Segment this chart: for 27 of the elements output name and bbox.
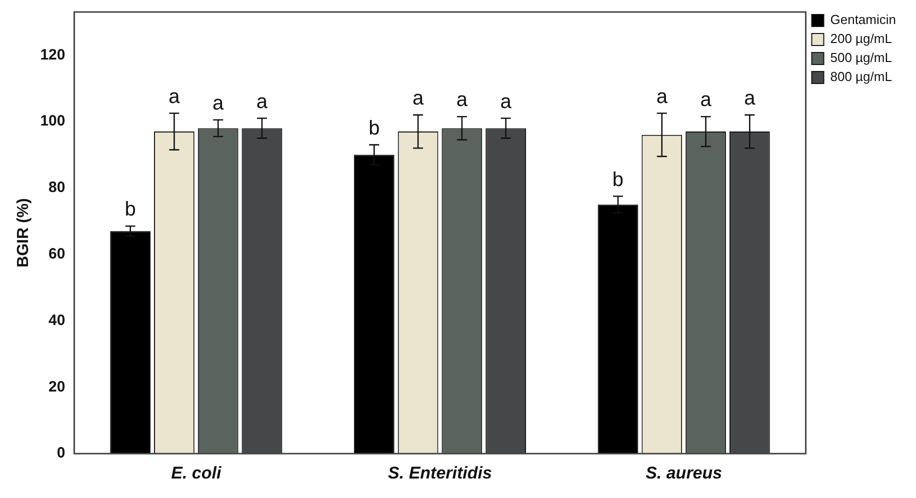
data-label: a: [500, 90, 512, 113]
data-label: b: [612, 168, 624, 191]
y-tick-label: 60: [48, 246, 66, 263]
y-tick-label: 0: [56, 444, 66, 462]
y-tick-label: 40: [48, 312, 66, 329]
y-tick-label: 120: [40, 46, 66, 64]
data-label: b: [368, 117, 380, 140]
y-tick-label: 20: [48, 378, 66, 396]
y-tick-label: 100: [40, 112, 66, 130]
data-label: a: [256, 90, 268, 113]
data-label: a: [456, 89, 468, 112]
data-label: a: [656, 86, 668, 108]
x-tick-label: S. Enteritidis: [388, 463, 492, 482]
legend-label: 500 µg/mL: [830, 50, 892, 66]
data-label: a: [168, 86, 181, 108]
legend-label: Gentamicin: [830, 12, 896, 28]
data-label: b: [124, 198, 136, 221]
data-label: a: [212, 92, 225, 114]
data-label: a: [412, 87, 424, 110]
x-tick-label: E. coli: [171, 463, 222, 482]
legend-label: 800 µg/mL: [830, 69, 892, 84]
y-tick-label: 80: [48, 179, 66, 196]
x-tick-label: S. aureus: [646, 463, 722, 482]
data-label: a: [744, 87, 756, 110]
y-axis-title: BGIR (%): [15, 198, 32, 268]
legend-label: 200 µg/mL: [830, 31, 892, 46]
data-label: a: [700, 89, 712, 112]
